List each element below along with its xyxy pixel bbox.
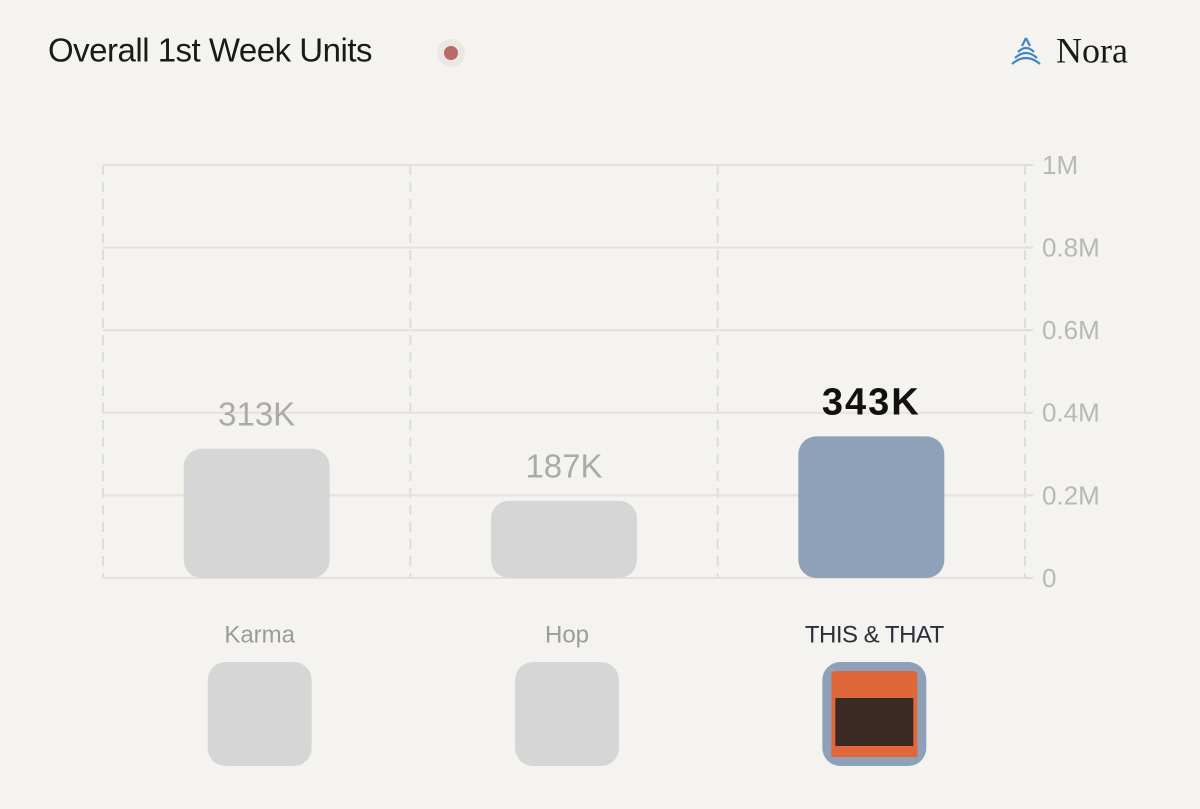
album-art-photo [835,698,914,746]
album-art-band [831,748,918,757]
y-tick-label: 0.8M [1042,232,1100,262]
y-tick-label: 0.4M [1042,398,1100,428]
x-tick-label: Hop [545,621,589,648]
status-dot [444,46,458,60]
y-tick-label: 1M [1042,150,1078,180]
album-thumbnail [207,662,312,766]
x-tick-label: THIS & THAT [805,621,945,648]
album-thumbnail [515,662,619,766]
chart-title: Overall 1st Week Units [48,32,372,69]
value-label: 187K [525,447,602,484]
value-label: 313K [218,395,295,432]
y-tick-label: 0 [1042,563,1056,593]
y-tick-label: 0.2M [1042,480,1100,510]
x-tick-label: Karma [224,621,295,648]
bar [491,500,637,578]
y-tick-label: 0.6M [1042,315,1100,345]
brand-name: Nora [1056,30,1128,70]
bar [798,436,945,578]
value-label: 343K [822,381,921,423]
brand-logo [1011,37,1041,65]
bar [183,448,330,578]
